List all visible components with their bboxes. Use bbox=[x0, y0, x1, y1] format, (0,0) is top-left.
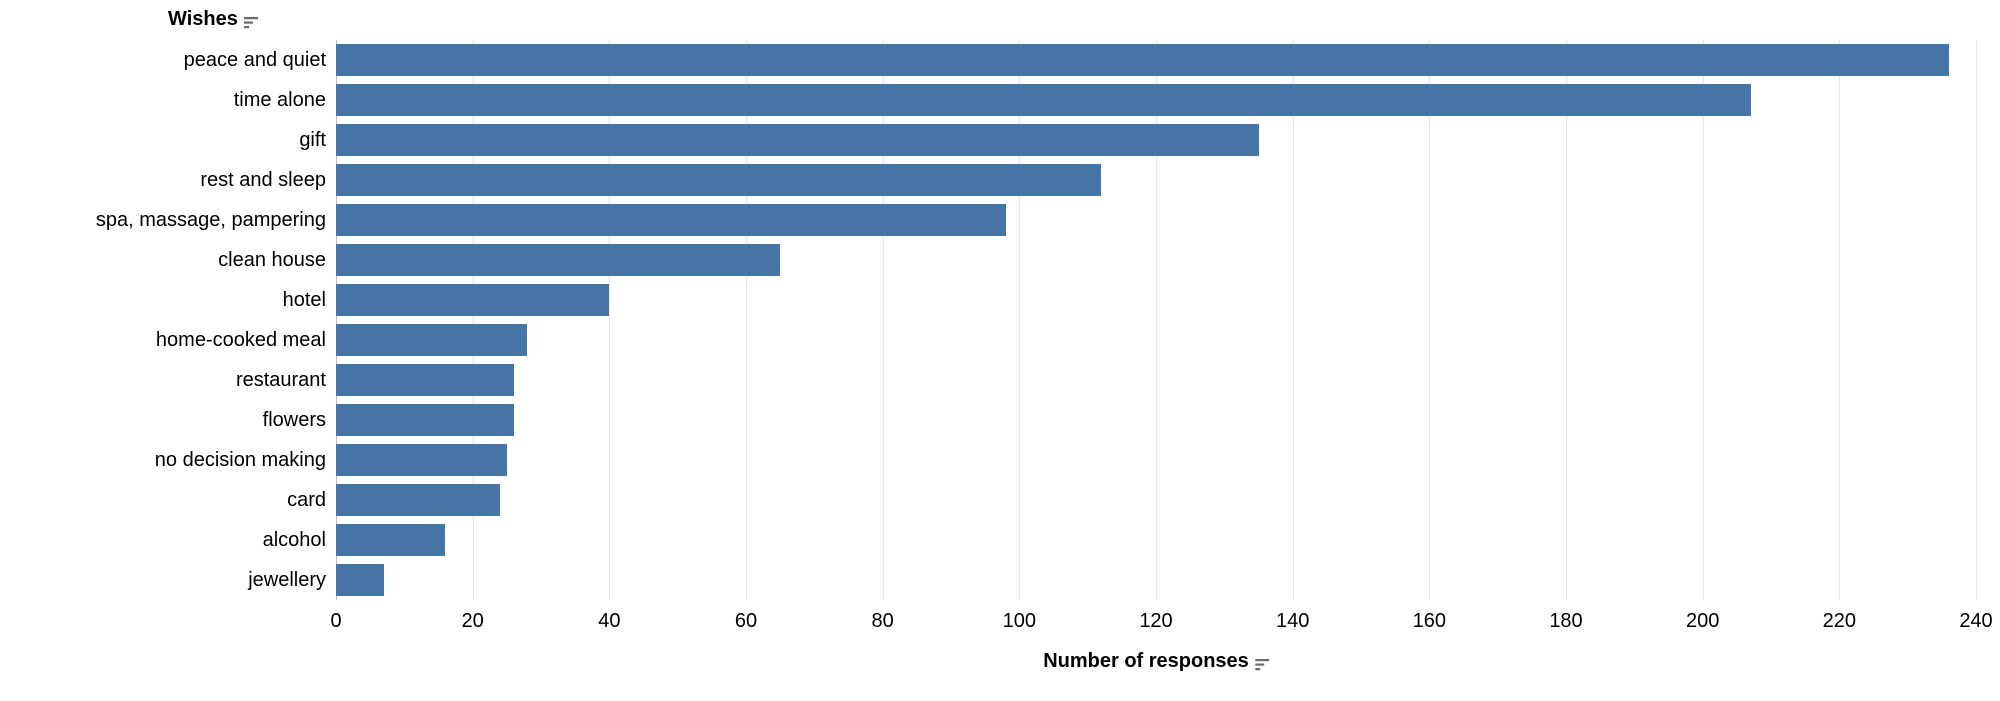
x-tick-label: 240 bbox=[1959, 610, 1992, 633]
bar-label: restaurant bbox=[236, 360, 326, 400]
x-tick-label: 180 bbox=[1549, 610, 1582, 633]
y-axis-title-text: Wishes bbox=[168, 8, 238, 31]
gridline bbox=[1703, 40, 1704, 600]
x-tick-label: 120 bbox=[1139, 610, 1172, 633]
x-tick-label: 20 bbox=[462, 610, 484, 633]
bar bbox=[336, 284, 609, 316]
bar-label: home-cooked meal bbox=[156, 320, 326, 360]
bar bbox=[336, 324, 527, 356]
gridline bbox=[1566, 40, 1567, 600]
x-tick-label: 220 bbox=[1823, 610, 1856, 633]
y-axis-title: Wishes bbox=[168, 8, 258, 31]
bar-label: card bbox=[287, 480, 326, 520]
bar-label: rest and sleep bbox=[200, 160, 326, 200]
bar-label: clean house bbox=[218, 240, 326, 280]
bar bbox=[336, 444, 507, 476]
x-axis-title-text: Number of responses bbox=[1043, 650, 1249, 673]
bar-label: flowers bbox=[263, 400, 326, 440]
bar-label: alcohol bbox=[263, 520, 326, 560]
x-tick-label: 0 bbox=[330, 610, 341, 633]
bar bbox=[336, 244, 780, 276]
bar-chart: Wishes Number of responses 0 20 40 60 80 100 1… bbox=[0, 0, 2000, 701]
bar bbox=[336, 44, 1949, 76]
bar-label: gift bbox=[299, 120, 326, 160]
plot-area bbox=[336, 40, 1976, 600]
bar bbox=[336, 364, 514, 396]
bar-label: no decision making bbox=[155, 440, 326, 480]
x-tick-label: 40 bbox=[598, 610, 620, 633]
x-tick-label: 60 bbox=[735, 610, 757, 633]
x-tick-label: 80 bbox=[872, 610, 894, 633]
bar-label: time alone bbox=[234, 80, 326, 120]
bar bbox=[336, 164, 1101, 196]
x-tick-label: 160 bbox=[1413, 610, 1446, 633]
x-tick-label: 100 bbox=[1003, 610, 1036, 633]
bar bbox=[336, 84, 1751, 116]
sort-desc-icon bbox=[1255, 655, 1269, 669]
sort-desc-icon bbox=[244, 13, 258, 27]
bar bbox=[336, 124, 1259, 156]
bar-label: peace and quiet bbox=[184, 40, 326, 80]
x-axis-title: Number of responses bbox=[1043, 650, 1269, 673]
bar-label: spa, massage, pampering bbox=[96, 200, 326, 240]
gridline bbox=[1293, 40, 1294, 600]
gridline bbox=[1839, 40, 1840, 600]
gridline bbox=[1429, 40, 1430, 600]
bar bbox=[336, 564, 384, 596]
x-tick-label: 200 bbox=[1686, 610, 1719, 633]
gridline bbox=[1976, 40, 1977, 600]
bar bbox=[336, 524, 445, 556]
bar bbox=[336, 484, 500, 516]
bar-label: hotel bbox=[283, 280, 326, 320]
x-tick-label: 140 bbox=[1276, 610, 1309, 633]
bar-label: jewellery bbox=[248, 560, 326, 600]
bar bbox=[336, 404, 514, 436]
bar bbox=[336, 204, 1006, 236]
